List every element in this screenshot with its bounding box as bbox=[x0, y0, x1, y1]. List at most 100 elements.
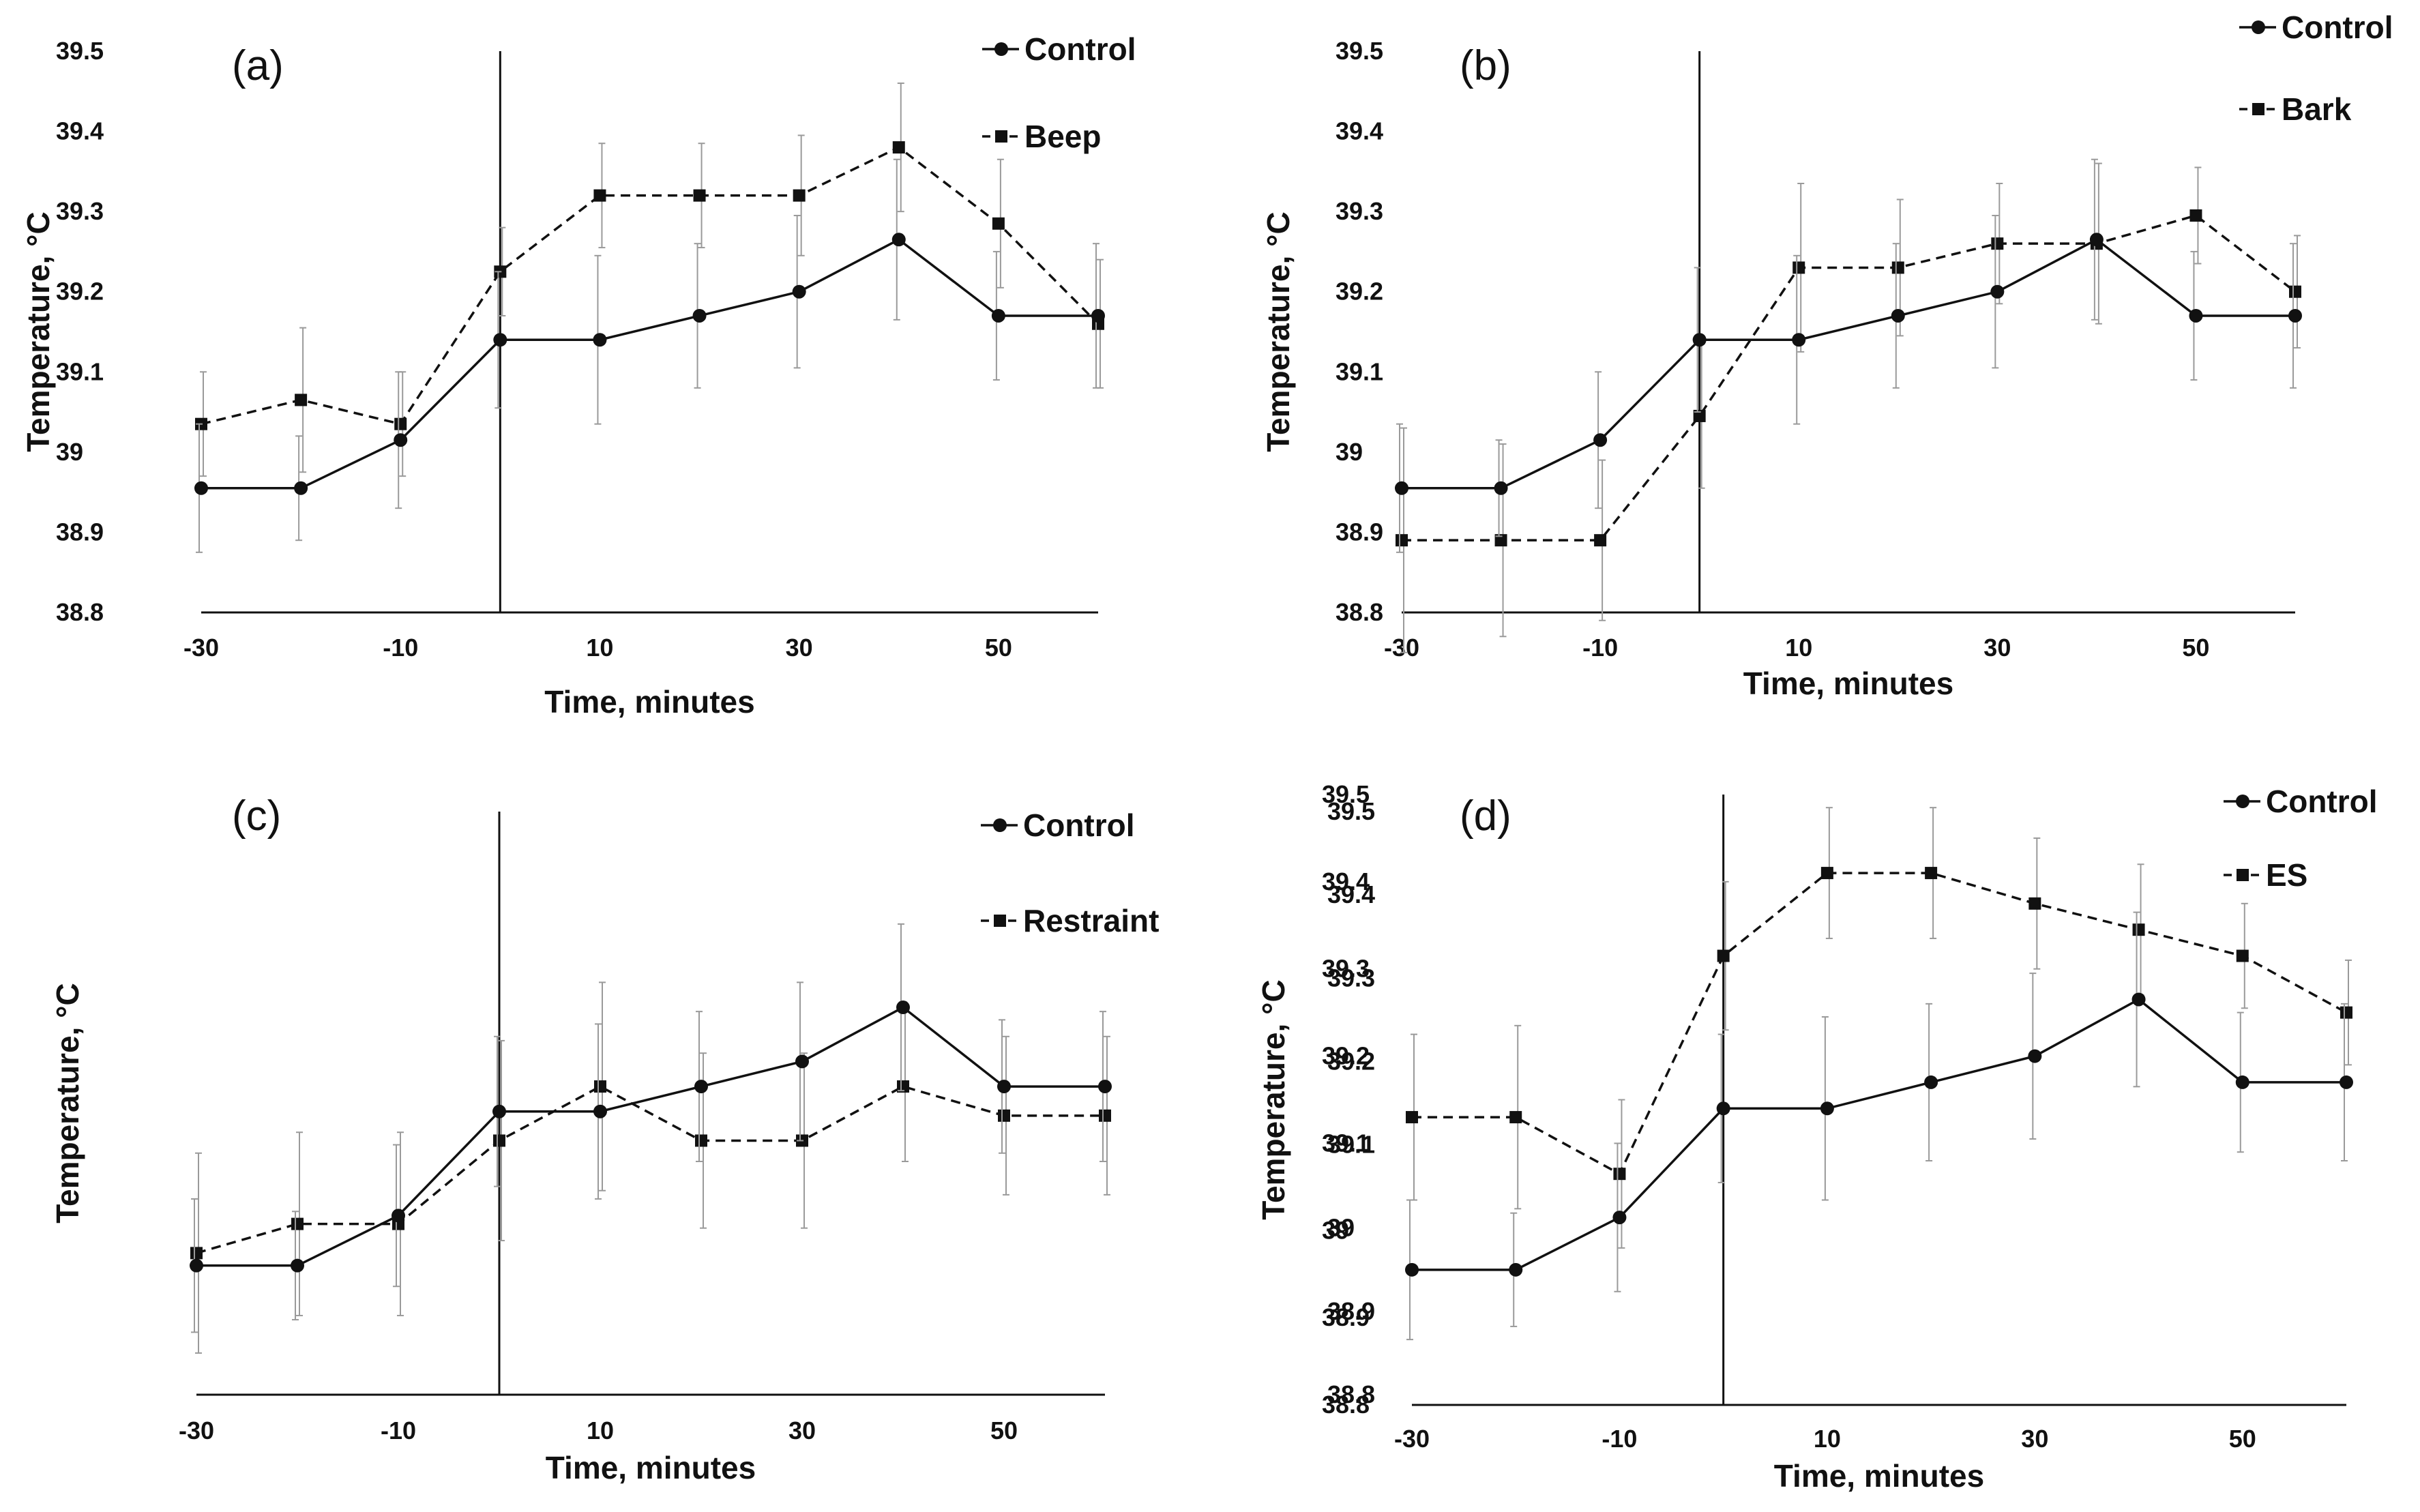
x-tick-label: -30 bbox=[183, 634, 219, 662]
panel-a: 38.8 38.9 39 39.1 39.2 39.3 39.4 39.5 -30 -10 10 30… bbox=[20, 31, 1136, 720]
y-tick-label: 39.1 bbox=[1327, 1131, 1375, 1159]
x-tick-label: -10 bbox=[1582, 634, 1618, 662]
data-point bbox=[693, 189, 706, 202]
y-tick-label: 39.5 bbox=[1322, 780, 1370, 808]
y-tick-label: 39.4 bbox=[56, 117, 104, 145]
data-point bbox=[1406, 1111, 1418, 1124]
data-point bbox=[493, 1134, 505, 1147]
y-tick-label: 38.9 bbox=[1336, 518, 1383, 546]
y-tick-label: 39.4 bbox=[1322, 868, 1370, 895]
x-axis-title: Time, minutes bbox=[1743, 666, 1953, 701]
data-point bbox=[896, 1000, 910, 1015]
x-tick-label: 50 bbox=[2182, 634, 2209, 662]
x-tick-label: 10 bbox=[1785, 634, 1812, 662]
data-point bbox=[1509, 1111, 1522, 1124]
data-point bbox=[1717, 949, 1730, 962]
data-point bbox=[394, 433, 408, 447]
panel-d: 38.8 38.9 39 39.1 39.2 39.3 39.4 39.5 -30 -10 10 30… bbox=[1256, 780, 2378, 1494]
data-point bbox=[1494, 481, 1508, 495]
data-point bbox=[1594, 534, 1607, 547]
panel-c: 38.8 38.9 39 39.1 39.2 39.3 39.4 39.5 -30 -10 10 30… bbox=[50, 792, 1375, 1485]
data-point bbox=[992, 217, 1005, 230]
data-point bbox=[2028, 897, 2041, 910]
data-point bbox=[891, 233, 906, 247]
legend-marker bbox=[2236, 795, 2249, 808]
data-point bbox=[1891, 261, 1904, 274]
data-point bbox=[2288, 308, 2302, 323]
data-point bbox=[2089, 233, 2104, 247]
y-tick-label: 39.2 bbox=[56, 278, 104, 306]
data-point bbox=[2340, 1075, 2353, 1089]
data-point bbox=[1991, 237, 2004, 250]
data-point bbox=[1099, 1109, 1111, 1122]
data-point bbox=[1612, 1211, 1627, 1225]
x-axis-title: Time, minutes bbox=[546, 1450, 756, 1485]
x-tick-label: -30 bbox=[1384, 634, 1419, 662]
y-tick-label: 39.1 bbox=[1322, 1129, 1370, 1157]
data-point bbox=[2189, 308, 2203, 323]
data-point bbox=[1091, 308, 1105, 323]
data-point bbox=[1509, 1262, 1523, 1277]
panel-label: (a) bbox=[232, 42, 284, 89]
data-point bbox=[1792, 261, 1805, 274]
legend-label: Restraint bbox=[1023, 903, 1159, 938]
y-tick-label: 38.9 bbox=[1327, 1297, 1375, 1325]
series-line bbox=[1412, 998, 2346, 1271]
data-point bbox=[1820, 867, 1833, 880]
series-restraint bbox=[190, 981, 1111, 1354]
series-control bbox=[1395, 158, 2302, 553]
data-point bbox=[492, 1104, 506, 1118]
series-line bbox=[196, 1085, 1105, 1255]
data-point bbox=[1891, 308, 1905, 323]
x-tick-label: -10 bbox=[383, 634, 418, 662]
data-point bbox=[1693, 409, 1706, 422]
data-point bbox=[2131, 992, 2146, 1007]
x-tick-label: 50 bbox=[990, 1417, 1018, 1444]
data-point bbox=[394, 417, 407, 430]
y-tick-label: 38.8 bbox=[1336, 598, 1383, 626]
x-tick-label: 10 bbox=[1814, 1425, 1841, 1453]
series-control bbox=[194, 158, 1105, 553]
data-point bbox=[1593, 433, 1608, 447]
y-tick-label: 38.9 bbox=[56, 518, 104, 546]
y-tick-label: 39.3 bbox=[1322, 955, 1370, 983]
series-control bbox=[1405, 911, 2353, 1341]
y-tick-label: 39.4 bbox=[1327, 880, 1375, 908]
data-point bbox=[2132, 923, 2145, 936]
panel-label: (d) bbox=[1460, 792, 1511, 840]
y-tick-label: 39.2 bbox=[1336, 278, 1383, 306]
data-point bbox=[291, 1258, 304, 1273]
data-point bbox=[1924, 1075, 1938, 1089]
legend-marker bbox=[2252, 103, 2264, 115]
panel-label: (c) bbox=[232, 792, 281, 840]
y-tick-label: 39.5 bbox=[1327, 797, 1375, 825]
legend-marker bbox=[993, 818, 1007, 832]
x-tick-label: 10 bbox=[587, 1417, 614, 1444]
data-point bbox=[294, 481, 308, 495]
series-bark bbox=[1396, 162, 2301, 653]
y-tick-label: 39.2 bbox=[1322, 1042, 1370, 1070]
data-point bbox=[594, 1080, 606, 1093]
y-axis-title: Temperature, °C bbox=[50, 983, 85, 1223]
data-point bbox=[2340, 1006, 2352, 1019]
data-point bbox=[695, 1134, 707, 1147]
data-point bbox=[997, 1080, 1011, 1094]
y-tick-label: 39 bbox=[56, 438, 83, 466]
data-point bbox=[593, 1104, 607, 1118]
y-tick-label: 38.8 bbox=[1327, 1380, 1375, 1408]
x-tick-label: 30 bbox=[1983, 634, 2011, 662]
y-tick-label: 39.5 bbox=[56, 37, 104, 65]
x-axis-title: Time, minutes bbox=[544, 684, 754, 720]
y-tick-label: 39.5 bbox=[1336, 37, 1383, 65]
data-point bbox=[2189, 209, 2202, 222]
legend-label: Control bbox=[2282, 10, 2393, 45]
y-axis-title: Temperature, °C bbox=[1256, 979, 1291, 1219]
data-point bbox=[1716, 1101, 1730, 1116]
data-point bbox=[2236, 949, 2249, 962]
data-point bbox=[190, 1247, 203, 1260]
data-point bbox=[1692, 333, 1707, 347]
legend-label: Control bbox=[2266, 784, 2378, 819]
y-tick-label: 39.3 bbox=[1336, 197, 1383, 225]
y-tick-label: 38.8 bbox=[56, 598, 104, 626]
